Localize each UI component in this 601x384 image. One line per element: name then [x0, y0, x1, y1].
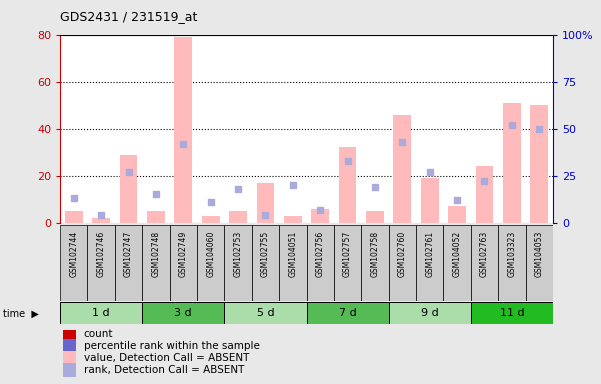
Bar [224, 302, 307, 324]
Text: GSM102746: GSM102746 [97, 231, 106, 277]
Text: GSM102760: GSM102760 [398, 231, 407, 277]
Bar [471, 302, 553, 324]
Point [151, 192, 160, 198]
Text: 1 d: 1 d [93, 308, 110, 318]
Point [507, 122, 517, 128]
Bar [279, 225, 307, 301]
Bar [63, 363, 76, 377]
Bar [224, 225, 252, 301]
Text: GSM102749: GSM102749 [179, 231, 188, 277]
Text: 3 d: 3 d [174, 308, 192, 318]
Text: GSM102763: GSM102763 [480, 231, 489, 277]
Bar [147, 211, 165, 223]
Point [96, 212, 106, 218]
Point [534, 126, 544, 132]
Bar [448, 206, 466, 223]
Text: GSM102755: GSM102755 [261, 231, 270, 277]
Bar [503, 103, 520, 223]
Point [453, 197, 462, 203]
Text: 7 d: 7 d [339, 308, 356, 318]
Bar [202, 216, 219, 223]
Point [288, 182, 297, 188]
Bar [334, 225, 361, 301]
Text: GSM102748: GSM102748 [151, 231, 160, 277]
Point [233, 186, 243, 192]
Bar [229, 211, 247, 223]
Bar [88, 225, 115, 301]
Bar [142, 302, 224, 324]
Bar [115, 225, 142, 301]
Bar [60, 225, 88, 301]
Bar [174, 37, 192, 223]
Bar [60, 302, 142, 324]
Text: GSM104051: GSM104051 [288, 231, 297, 277]
Bar [169, 225, 197, 301]
Point [124, 169, 133, 175]
Text: value, Detection Call = ABSENT: value, Detection Call = ABSENT [84, 353, 249, 363]
Bar [339, 147, 356, 223]
Bar [65, 211, 83, 223]
Text: percentile rank within the sample: percentile rank within the sample [84, 341, 260, 351]
Bar [530, 105, 548, 223]
Point [178, 141, 188, 147]
Bar [311, 209, 329, 223]
Text: GSM104052: GSM104052 [453, 231, 462, 277]
Point [480, 178, 489, 184]
Bar [389, 302, 471, 324]
Bar [120, 154, 138, 223]
Bar [63, 339, 76, 353]
Bar [142, 225, 169, 301]
Bar [307, 302, 389, 324]
Point [425, 169, 435, 175]
Text: GSM102756: GSM102756 [316, 231, 325, 277]
Text: GSM102757: GSM102757 [343, 231, 352, 277]
Bar [361, 225, 389, 301]
Text: GSM104053: GSM104053 [535, 231, 544, 277]
Bar [394, 114, 411, 223]
Text: count: count [84, 329, 113, 339]
Point [69, 195, 79, 201]
Bar [498, 225, 525, 301]
Bar [421, 178, 439, 223]
Bar [197, 225, 224, 301]
Text: time  ▶: time ▶ [3, 308, 39, 318]
Bar [307, 225, 334, 301]
Text: GSM103323: GSM103323 [507, 231, 516, 277]
Point [316, 207, 325, 213]
Point [370, 184, 380, 190]
Text: GSM102753: GSM102753 [234, 231, 243, 277]
Bar [93, 218, 110, 223]
Bar [444, 225, 471, 301]
Bar [471, 225, 498, 301]
Bar [416, 225, 444, 301]
Bar [63, 327, 76, 341]
Text: GSM102761: GSM102761 [426, 231, 434, 277]
Text: GSM102758: GSM102758 [370, 231, 379, 277]
Point [206, 199, 216, 205]
Bar [63, 351, 76, 365]
Text: GSM102744: GSM102744 [69, 231, 78, 277]
Text: GSM102747: GSM102747 [124, 231, 133, 277]
Point [397, 139, 407, 145]
Point [343, 157, 352, 164]
Text: 9 d: 9 d [421, 308, 439, 318]
Bar [389, 225, 416, 301]
Bar [475, 166, 493, 223]
Bar [366, 211, 384, 223]
Point [261, 212, 270, 218]
Text: rank, Detection Call = ABSENT: rank, Detection Call = ABSENT [84, 365, 244, 375]
Text: GSM104060: GSM104060 [206, 231, 215, 277]
Text: 11 d: 11 d [499, 308, 524, 318]
Bar [284, 216, 302, 223]
Text: GDS2431 / 231519_at: GDS2431 / 231519_at [60, 10, 198, 23]
Bar [252, 225, 279, 301]
Bar [525, 225, 553, 301]
Text: 5 d: 5 d [257, 308, 274, 318]
Bar [257, 183, 274, 223]
